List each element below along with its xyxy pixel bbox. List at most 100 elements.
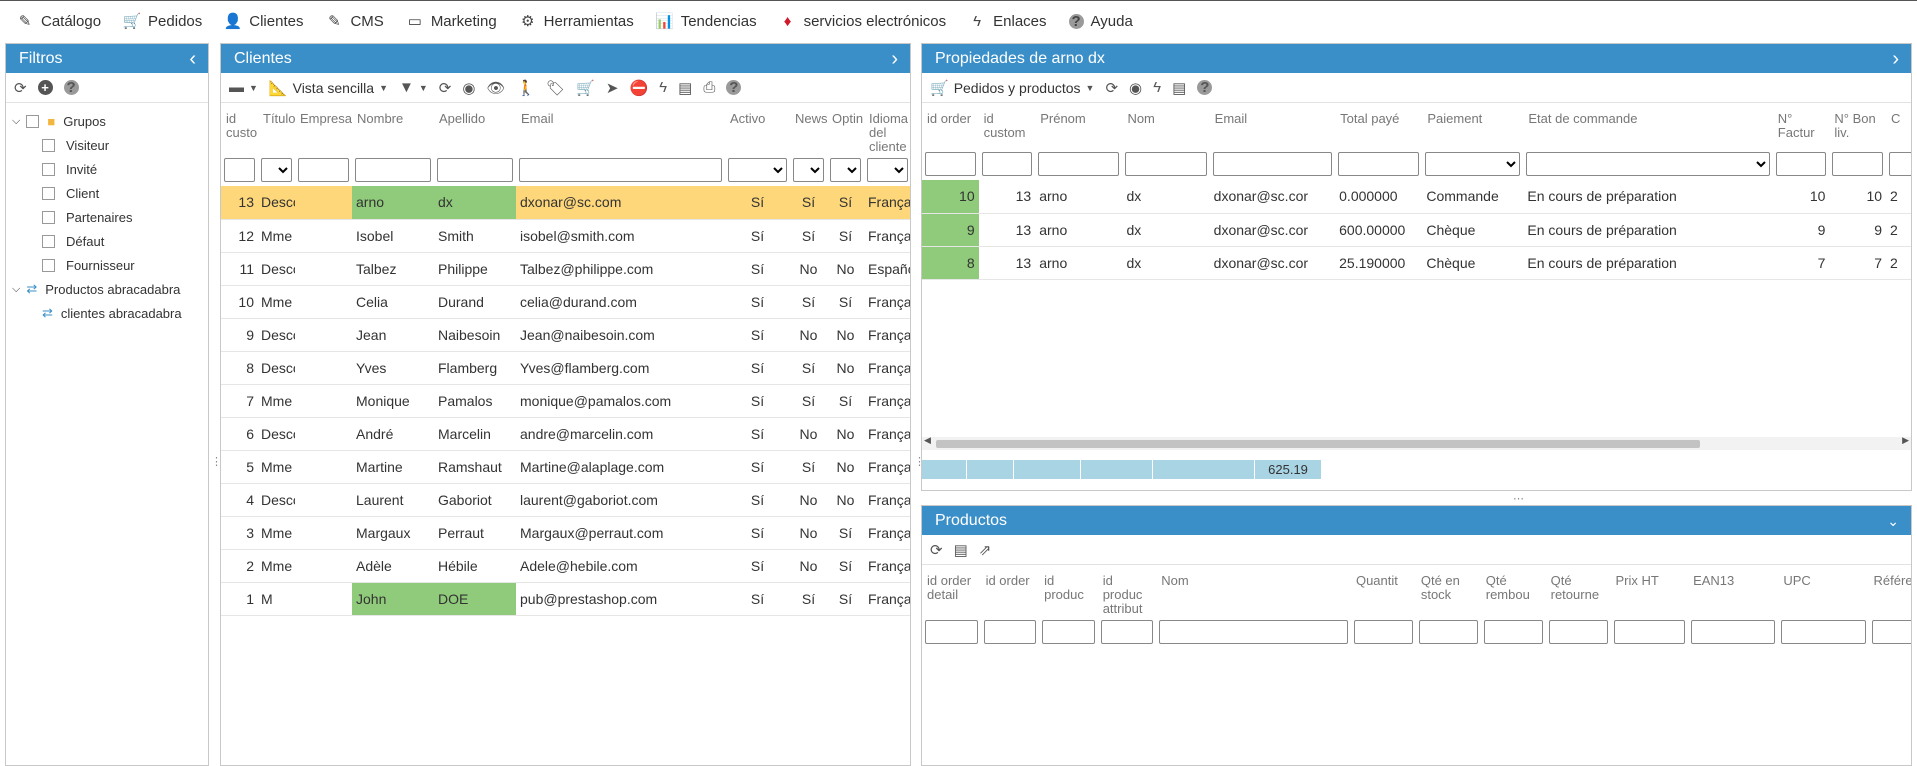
column-header[interactable]: Empresa <box>300 111 352 126</box>
bolt-icon[interactable]: ϟ <box>659 79 668 96</box>
filter-select[interactable] <box>793 158 824 182</box>
refresh-icon[interactable]: ⟳ <box>438 79 452 97</box>
table-row[interactable]: 1 M John DOE pub@prestashop.com Sí Sí Sí Françai <box>221 582 910 616</box>
tree-item[interactable]: Fournisseur <box>12 253 208 277</box>
column-header[interactable]: id produc <box>1044 573 1084 602</box>
filter-input[interactable] <box>1418 620 1478 644</box>
column-header[interactable]: id customer <box>226 111 258 140</box>
column-header[interactable]: id produc attribut <box>1102 573 1143 616</box>
column-header[interactable]: C <box>1891 111 1901 126</box>
column-header[interactable]: Paiement <box>1427 111 1483 126</box>
csv-icon[interactable]: ▤ <box>953 541 968 559</box>
filter-input[interactable] <box>224 158 255 182</box>
checkbox[interactable] <box>42 210 55 224</box>
column-header[interactable]: N° Bon liv. <box>1834 111 1876 140</box>
help-icon[interactable]: ? <box>726 79 742 96</box>
filter-input[interactable] <box>1548 620 1608 644</box>
table-row[interactable]: 5 Mme Martine Ramshaut Martine@alaplage.com S… <box>221 450 910 484</box>
column-header[interactable]: Newsle <box>795 111 827 126</box>
column-header[interactable]: id order <box>927 111 972 126</box>
nav-clientes[interactable]: 👤 Clientes <box>224 12 304 31</box>
filter-select[interactable] <box>867 158 908 182</box>
collapse-down-icon[interactable]: ⌄ <box>1887 512 1899 529</box>
filter-select[interactable] <box>1425 152 1521 176</box>
column-header[interactable]: id order detail <box>927 573 972 602</box>
filter-select[interactable] <box>1526 152 1770 176</box>
walk-icon[interactable]: 🚶 <box>516 79 536 97</box>
tree-item[interactable]: ⌵ ⇄ Productos abracadabra <box>12 277 208 301</box>
checkbox[interactable] <box>42 258 55 272</box>
column-header[interactable]: Idioma del cliente <box>869 111 909 154</box>
tree-item[interactable]: Invité <box>12 157 208 181</box>
table-row[interactable]: 10 Mme Celia Durand celia@durand.com Sí Sí Sí Fr… <box>221 285 910 319</box>
expand-right-icon[interactable]: › <box>891 47 898 70</box>
table-row[interactable]: 6DescoAndréMarcelinandre@marcelin.comSíN… <box>221 417 910 451</box>
tree-item[interactable]: ⌵ ■ Grupos <box>12 109 208 133</box>
minus-circle-icon[interactable]: ⛔ <box>629 79 649 97</box>
nav-marketing[interactable]: ▭ Marketing <box>406 12 497 31</box>
add-icon[interactable]: + <box>37 80 53 95</box>
table-row[interactable]: 7 Mme Monique Pamalos monique@pamalos.com Sí S… <box>221 384 910 418</box>
table-row[interactable]: 3 Mme Margaux Perraut Margaux@perraut.com Sí N… <box>221 516 910 550</box>
nav-tendencias[interactable]: 📊 Tendencias <box>655 12 756 31</box>
filter-input[interactable] <box>1691 620 1776 644</box>
table-row[interactable]: 12 Mme Isobel Smith isobel@smith.com Sí Sí Sí Fr… <box>221 219 910 253</box>
column-header[interactable]: id custom <box>983 111 1026 140</box>
refresh-icon[interactable]: ⟳ <box>1105 79 1119 97</box>
filter-input[interactable] <box>437 158 513 182</box>
filter-input[interactable] <box>981 152 1033 176</box>
column-header[interactable]: Qté en stock <box>1420 573 1460 602</box>
print-icon[interactable]: ⎙ <box>703 79 716 96</box>
nav-servicios-electrónicos[interactable]: ♦ servicios electrónicos <box>779 13 946 30</box>
csv-icon[interactable]: ▤ <box>678 79 693 97</box>
filter-input[interactable] <box>355 158 431 182</box>
filter-input[interactable] <box>1832 152 1884 176</box>
column-header[interactable]: Total payé <box>1340 111 1400 126</box>
tree-item[interactable]: Partenaires <box>12 205 208 229</box>
tree-item[interactable]: Défaut <box>12 229 208 253</box>
column-header[interactable]: Référen <box>1873 573 1912 588</box>
nav-herramientas[interactable]: ⚙ Herramientas <box>519 12 634 31</box>
filter-input[interactable] <box>1781 620 1866 644</box>
globe-icon[interactable]: ◉ <box>462 79 476 97</box>
table-row[interactable]: 2 Mme Adèle Hébile Adele@hebile.com Sí No Sí Fra… <box>221 549 910 583</box>
eye-icon[interactable]: 👁 <box>486 79 506 97</box>
column-header[interactable]: Activo <box>730 111 766 126</box>
checkbox[interactable] <box>42 138 55 152</box>
nav-catálogo[interactable]: ✎ Catálogo <box>16 12 101 31</box>
scrollbar-thumb[interactable] <box>936 440 1700 448</box>
filter-icon[interactable]: ▼ ▼ <box>398 79 428 96</box>
collapse-left-icon[interactable]: ‹ <box>189 47 196 70</box>
checkbox[interactable] <box>26 114 40 128</box>
filter-input[interactable] <box>925 152 976 176</box>
column-header[interactable]: id order <box>985 573 1030 588</box>
table-row[interactable]: 8 13 arno dx dxonar@sc.cor 25.190000 Chèque En … <box>922 246 1911 280</box>
filter-input[interactable] <box>1125 152 1207 176</box>
layout-icon[interactable]: ▬ ▼ <box>229 79 258 96</box>
splitter-handle[interactable]: ⋯ <box>1513 493 1524 505</box>
expand-right-icon[interactable]: › <box>1892 47 1899 70</box>
tree-item[interactable]: Visiteur <box>12 133 208 157</box>
csv-icon[interactable]: ▤ <box>1172 79 1187 97</box>
checkbox[interactable] <box>42 234 55 248</box>
expand-icon[interactable]: ⌵ <box>12 114 21 127</box>
column-header[interactable]: Nombre <box>357 111 404 126</box>
checkbox[interactable] <box>42 162 55 176</box>
filter-input[interactable] <box>1483 620 1543 644</box>
filter-input[interactable] <box>519 158 722 182</box>
bolt-icon[interactable]: ϟ <box>1153 79 1162 96</box>
nav-pedidos[interactable]: 🛒 Pedidos <box>123 12 203 31</box>
column-header[interactable]: N° Factur <box>1777 111 1815 140</box>
table-row[interactable]: 10 13 arno dx dxonar@sc.cor 0.000000 Commande E… <box>922 180 1911 214</box>
tree-item[interactable]: Client <box>12 181 208 205</box>
column-header[interactable]: Nom <box>1127 111 1155 126</box>
filter-input[interactable] <box>1038 152 1120 176</box>
column-header[interactable]: Quantit <box>1355 573 1398 588</box>
column-header[interactable]: Prénom <box>1040 111 1086 126</box>
filter-input[interactable] <box>1159 620 1348 644</box>
orders-products-selector[interactable]: 🛒 Pedidos y productos ▼ <box>930 79 1095 97</box>
filter-input[interactable] <box>1100 620 1154 644</box>
table-row[interactable]: 11Desco TalbezPhilippeTalbez@philippe.com… <box>221 252 910 286</box>
column-header[interactable]: Prix HT <box>1615 573 1659 588</box>
